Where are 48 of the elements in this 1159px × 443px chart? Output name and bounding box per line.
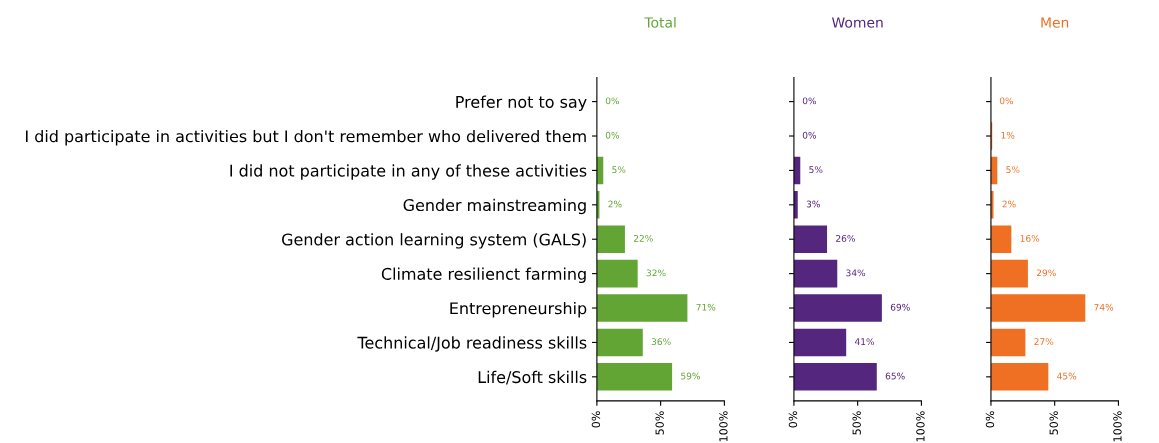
y-tick-label: Prefer not to say (456, 95, 587, 111)
y-tick-label: I did participate in activities but I don't remember who delivered them (26, 129, 586, 146)
data-label: 65% (885, 372, 905, 380)
y-tick-label: I did not participate in any of these activities (230, 164, 587, 180)
data-label: 1% (1001, 131, 1015, 139)
y-tick-label: Technical/Job readiness skills (357, 336, 587, 352)
data-label: 0% (802, 131, 817, 139)
data-label: 22% (633, 235, 653, 242)
x-tick-label: 100% (719, 411, 728, 442)
data-label: 2% (608, 200, 622, 208)
y-tick-label: Entrepreneurship (450, 301, 587, 318)
data-label: 27% (1034, 338, 1054, 346)
data-label: 36% (651, 338, 671, 346)
data-label: 0% (605, 97, 620, 105)
data-label: 41% (854, 338, 875, 346)
y-tick-label: Life/Soft skills (478, 370, 587, 385)
data-label: 59% (681, 372, 700, 380)
y-tick-label: Gender action learning system (GALS) (282, 233, 586, 249)
data-label: 16% (1020, 235, 1040, 242)
data-label: 26% (836, 235, 855, 242)
x-tick-label: 100% (916, 411, 925, 442)
x-tick-label: 50% (852, 411, 861, 435)
x-tick-label: 100% (1113, 411, 1122, 442)
chart-title: Women (831, 17, 883, 28)
data-label: 5% (1006, 166, 1020, 174)
data-label: 5% (612, 166, 626, 174)
x-tick-label: 0% (788, 411, 798, 428)
data-label: 74% (1094, 303, 1114, 311)
data-label: 2% (1002, 200, 1016, 208)
data-label: 0% (605, 131, 620, 139)
data-label: 45% (1057, 372, 1077, 380)
x-tick-label: 50% (1049, 411, 1058, 435)
chart-title: Men (1041, 17, 1069, 28)
chart-title: Total (644, 16, 676, 28)
data-label: 69% (890, 303, 910, 311)
data-label: 0% (999, 97, 1014, 105)
data-label: 5% (809, 166, 823, 174)
y-tick-label: Climate resilienct farming (381, 267, 586, 284)
data-label: 0% (802, 97, 817, 105)
data-label: 71% (696, 303, 716, 311)
data-label: 29% (1036, 269, 1056, 277)
data-label: 3% (806, 200, 820, 208)
x-tick-label: 0% (591, 411, 601, 428)
x-tick-label: 0% (985, 411, 995, 428)
x-tick-label: 50% (655, 411, 664, 435)
data-label: 34% (846, 269, 866, 277)
data-label: 32% (646, 269, 666, 277)
y-tick-label: Gender mainstreaming (403, 198, 586, 215)
